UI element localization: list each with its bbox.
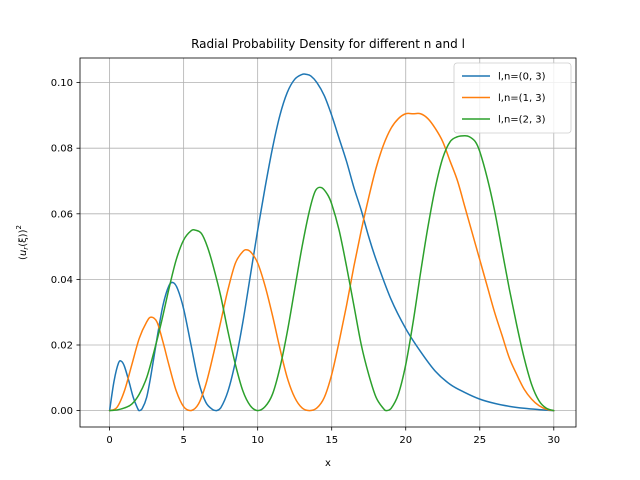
y-tick-label: 0.06 [51, 209, 73, 220]
x-tick-label: 20 [399, 435, 412, 446]
y-tick-label: 0.04 [51, 275, 73, 286]
chart-title: Radial Probability Density for different… [191, 37, 465, 51]
x-tick-label: 15 [325, 435, 338, 446]
y-tick-label: 0.00 [51, 406, 73, 417]
x-tick-label: 5 [180, 435, 186, 446]
series-line-0 [108, 73, 555, 412]
grid [80, 58, 576, 427]
series-group [108, 73, 555, 412]
legend-box [453, 62, 572, 134]
x-tick-label: 10 [251, 435, 264, 446]
legend-label: l,n=(1, 3) [498, 93, 546, 104]
legend-label: l,n=(0, 3) [498, 72, 546, 83]
series-line-2 [108, 134, 555, 412]
x-tick-label: 25 [473, 435, 486, 446]
x-tick-label: 0 [106, 435, 112, 446]
y-axis-label: (ur(ξ))2 [15, 225, 30, 260]
legend: l,n=(0, 3) l,n=(1, 3) l,n=(2, 3) [453, 62, 572, 134]
series-line-1 [108, 112, 555, 412]
y-tick-label: 0.08 [51, 144, 73, 155]
y-tick-label: 0.02 [51, 341, 73, 352]
x-tick-label: 30 [547, 435, 560, 446]
y-tick-label: 0.10 [51, 78, 73, 89]
legend-label: l,n=(2, 3) [498, 115, 546, 126]
axes-frame [79, 57, 577, 428]
ticks: 0 5 10 15 20 25 30 0.00 0.02 0.04 0.06 0.08 0.10 [51, 78, 560, 446]
x-axis-label: x [325, 458, 331, 469]
